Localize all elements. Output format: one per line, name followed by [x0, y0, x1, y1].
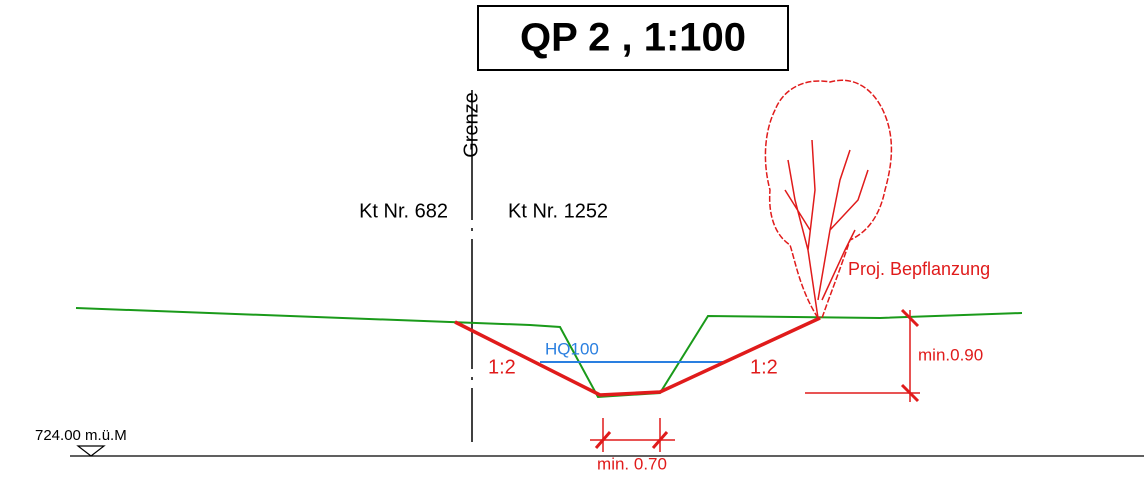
slope-label: 1:2: [488, 356, 516, 378]
tree-symbol: [764, 79, 893, 319]
border-label: Grenze: [460, 92, 482, 158]
title: QP 2 , 1:100: [520, 16, 746, 60]
width-label: min. 0.70: [597, 454, 667, 473]
reference-marker: [76, 445, 106, 457]
parcel-label: Kt Nr. 1252: [508, 200, 608, 222]
title-box: [477, 5, 789, 71]
parcel-label: Kt Nr. 682: [359, 200, 448, 222]
depth-label: min.0.90: [918, 345, 983, 364]
depth-dimension: [805, 308, 920, 403]
channel-profile: [454, 316, 821, 397]
slope-label: 1:2: [750, 356, 778, 378]
flood-level-label: HQ100: [545, 339, 599, 358]
reference-label: 724.00 m.ü.M: [35, 427, 127, 444]
width-dimension: [590, 418, 675, 452]
planting-label: Proj. Bepflanzung: [848, 259, 990, 279]
